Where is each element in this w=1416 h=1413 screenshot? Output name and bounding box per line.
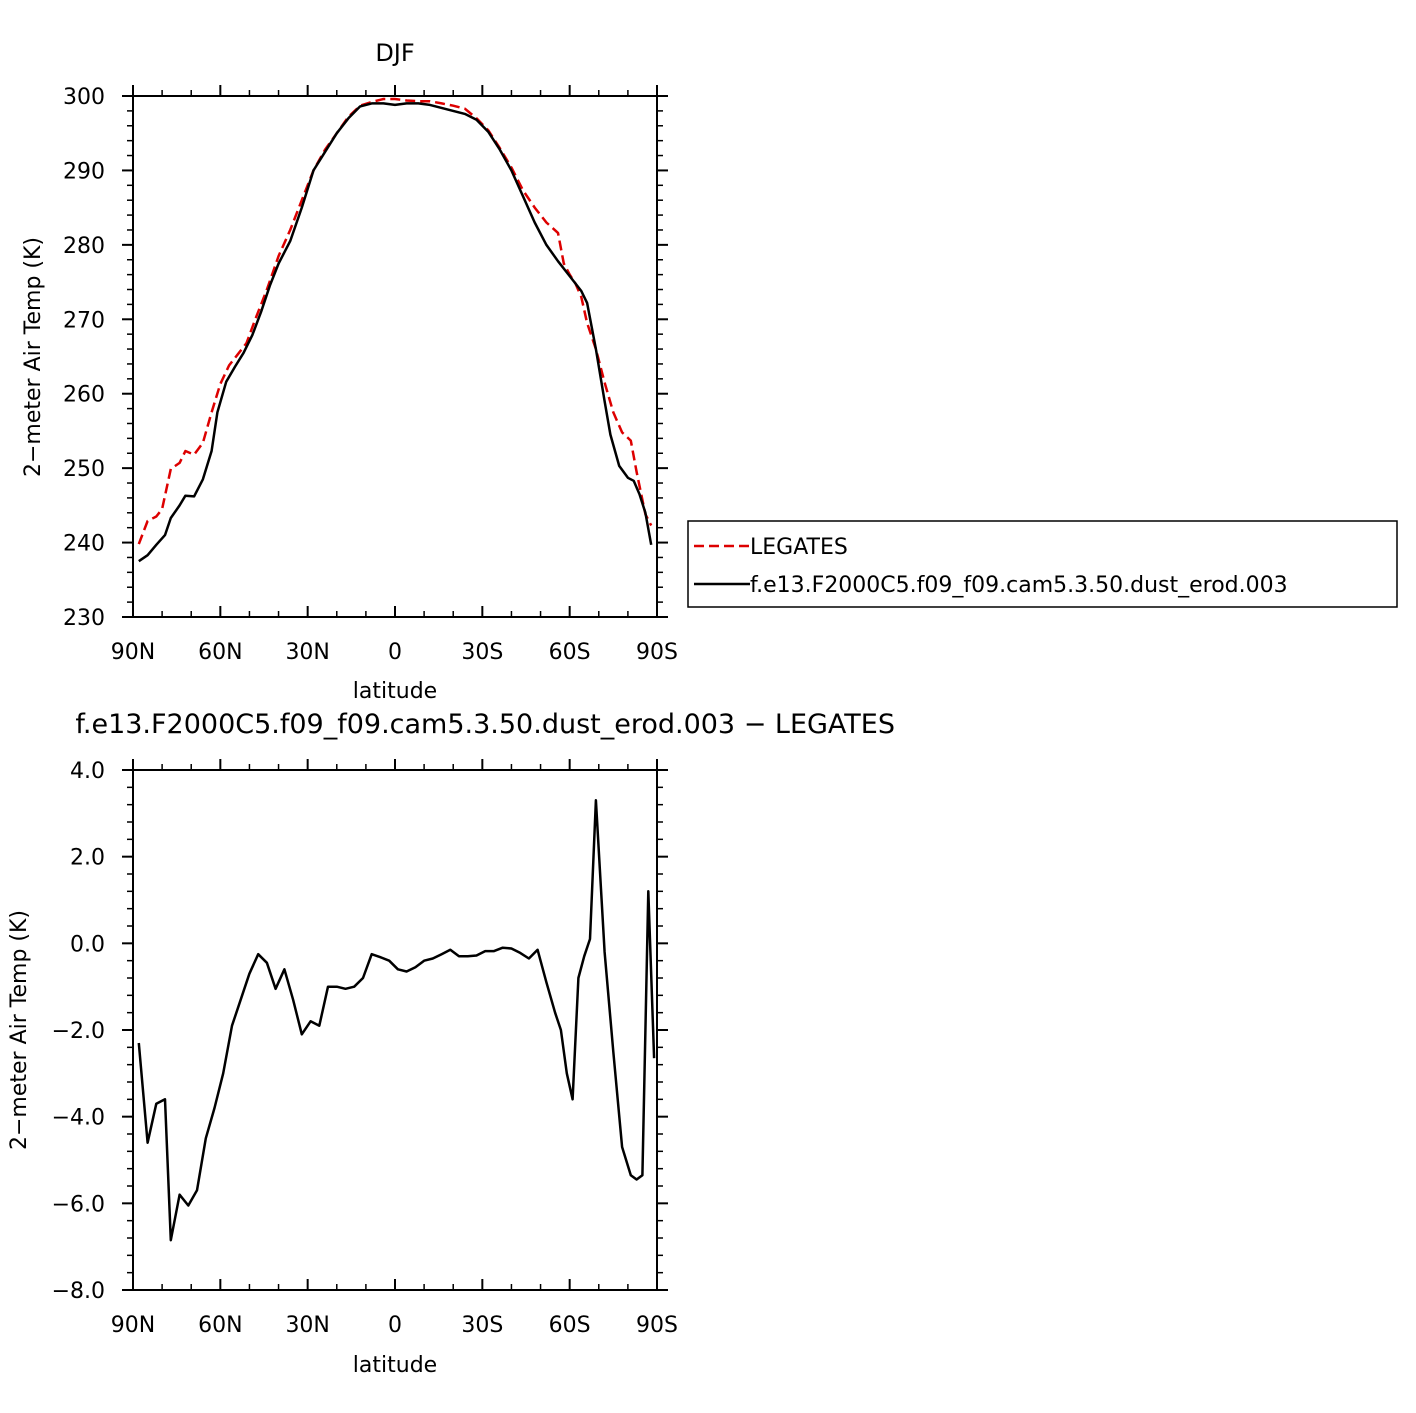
bottom-chart-y-axis-label: 2−meter Air Temp (K) (7, 910, 32, 1150)
bottom-chart-x-tick-label: 30S (461, 1313, 503, 1338)
top-chart-y-tick-label: 240 (63, 532, 105, 557)
bottom-chart-title: f.e13.F2000C5.f09_f09.cam5.3.50.dust_ero… (75, 709, 895, 740)
bottom-chart-x-tick-label: 90S (636, 1313, 678, 1338)
top-chart-series-line-0 (137, 97, 653, 545)
top-chart-series (137, 97, 653, 563)
bottom-chart-y-tick-label: 4.0 (70, 759, 105, 784)
bottom-chart-y-tick-label: 0.0 (70, 932, 105, 957)
top-chart-x-tick-label: 60S (549, 640, 591, 665)
bottom-chart-y-tick-label: −6.0 (52, 1192, 105, 1217)
bottom-chart-y-tick-label: −8.0 (52, 1279, 105, 1304)
top-chart-y-tick-label: 260 (63, 383, 105, 408)
top-chart-ticks: 90N 60N 30N 0 30S 60S 90S 230 240 250 260 270 280 290… (63, 85, 678, 665)
top-chart-y-tick-label: 300 (63, 85, 105, 110)
top-chart-x-tick-label: 90N (111, 640, 155, 665)
top-chart: DJF 2−meter Air Temp (K) latitude 90N 60N… (21, 39, 678, 704)
bottom-chart-series (137, 799, 656, 1242)
bottom-chart: f.e13.F2000C5.f09_f09.cam5.3.50.dust_ero… (7, 709, 895, 1378)
bottom-chart-x-axis-label: latitude (353, 1353, 437, 1378)
bottom-chart-y-tick-label: −4.0 (52, 1106, 105, 1131)
top-chart-y-tick-label: 280 (63, 234, 105, 259)
bottom-chart-series-line-0 (137, 799, 656, 1242)
bottom-chart-x-tick-label: 60N (198, 1313, 242, 1338)
top-chart-plot-frame (132, 95, 658, 618)
bottom-chart-y-tick-label: 2.0 (70, 846, 105, 871)
bottom-chart-ticks: 90N 60N 30N 0 30S 60S 90S −8.0 −6.0 −4.0 −2.0 0.0 2.… (52, 759, 678, 1338)
top-chart-x-tick-label: 90S (636, 640, 678, 665)
legend: LEGATES f.e13.F2000C5.f09_f09.cam5.3.50.… (687, 520, 1398, 608)
top-chart-x-tick-label: 0 (388, 640, 402, 665)
top-chart-y-tick-label: 270 (63, 308, 105, 333)
legend-label-legates: LEGATES (750, 535, 848, 560)
bottom-chart-plot-frame (132, 769, 658, 1291)
bottom-chart-x-tick-label: 60S (549, 1313, 591, 1338)
bottom-chart-x-tick-label: 30N (285, 1313, 329, 1338)
top-chart-x-tick-label: 30N (285, 640, 329, 665)
top-chart-x-axis-label: latitude (353, 679, 437, 704)
top-chart-y-tick-label: 250 (63, 457, 105, 482)
top-chart-y-axis-label: 2−meter Air Temp (K) (21, 237, 46, 477)
top-chart-x-tick-label: 60N (198, 640, 242, 665)
top-chart-series-line-1 (138, 102, 653, 563)
top-chart-title: DJF (375, 39, 414, 67)
bottom-chart-x-tick-label: 0 (388, 1313, 402, 1338)
legend-label-model: f.e13.F2000C5.f09_f09.cam5.3.50.dust_ero… (750, 573, 1288, 598)
bottom-chart-y-tick-label: −2.0 (52, 1019, 105, 1044)
top-chart-x-tick-label: 30S (461, 640, 503, 665)
bottom-chart-x-tick-label: 90N (111, 1313, 155, 1338)
legend-box (687, 520, 1398, 608)
top-chart-y-tick-label: 230 (63, 606, 105, 631)
top-chart-y-tick-label: 290 (63, 159, 105, 184)
